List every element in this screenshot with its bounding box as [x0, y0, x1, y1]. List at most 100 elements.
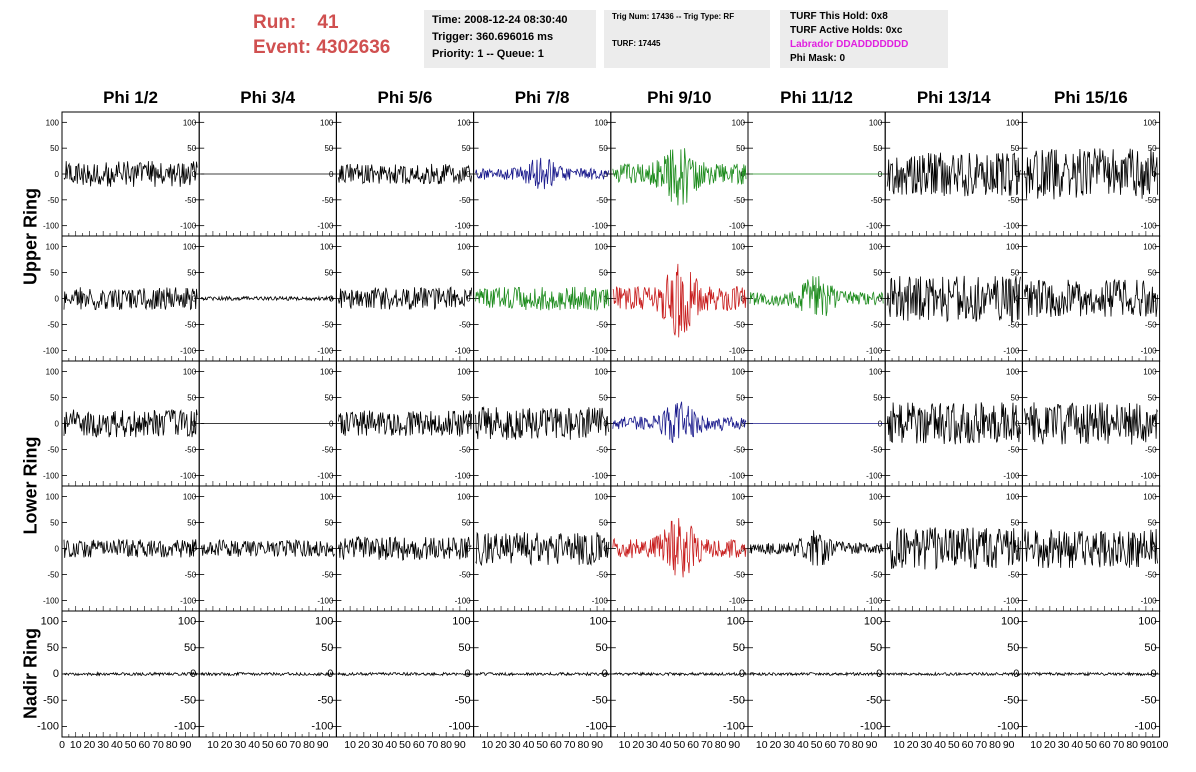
x-tick-label: 60: [1099, 739, 1111, 751]
y-tick-label: 50: [1144, 642, 1156, 654]
y-tick-label: -100: [317, 347, 334, 356]
y-tick-label: -100: [586, 721, 608, 733]
y-tick-label: 100: [732, 118, 746, 127]
y-tick-label: 0: [192, 420, 197, 429]
y-tick-label: 100: [869, 492, 883, 501]
waveform-trace: [63, 287, 198, 311]
y-tick-label: 50: [873, 393, 882, 402]
column-header-7: Phi 13/14: [916, 88, 991, 107]
y-tick-label: 50: [187, 393, 196, 402]
panel-r3-c1: 100 100 50 50 0 0 -50 -50 -100 -100: [43, 360, 200, 487]
y-tick-label: 50: [1010, 393, 1019, 402]
y-tick-label: 50: [1010, 518, 1019, 527]
y-tick-label: -50: [47, 571, 59, 580]
run-value: 41: [317, 12, 339, 33]
y-tick-label: -100: [449, 721, 471, 733]
y-tick-label: 50: [462, 268, 471, 277]
panel-r4-c3: 100 50 0 -50 -100: [335, 485, 475, 612]
y-tick-label: -50: [322, 321, 334, 330]
y-tick-label: 0: [329, 420, 334, 429]
phi-mask-text: Phi Mask: 0: [790, 53, 846, 64]
x-tick-label: 40: [1071, 739, 1083, 751]
y-tick-label: -100: [997, 721, 1019, 733]
x-tick-label: 90: [866, 739, 878, 751]
waveform-trace: [612, 518, 747, 578]
y-tick-label: 100: [1001, 616, 1019, 628]
y-tick-label: 100: [864, 616, 882, 628]
x-tick-label: 80: [1126, 739, 1138, 751]
y-tick-label: -50: [317, 694, 333, 706]
x-tick-label: 50: [262, 739, 274, 751]
y-tick-label: -50: [596, 571, 608, 580]
waveform-trace: [1024, 671, 1158, 677]
y-tick-label: 100: [1006, 367, 1020, 376]
y-tick-label: 100: [457, 242, 471, 251]
y-tick-label: 0: [1152, 420, 1157, 429]
y-tick-label: -100: [455, 222, 472, 231]
x-tick-label: 70: [838, 739, 850, 751]
y-tick-label: -100: [43, 472, 60, 481]
column-header-6: Phi 11/12: [780, 88, 853, 107]
y-tick-label: -100: [729, 472, 746, 481]
y-tick-label: -100: [592, 222, 609, 231]
y-tick-label: 50: [462, 393, 471, 402]
y-tick-label: 100: [1143, 367, 1157, 376]
y-tick-label: -50: [1008, 321, 1020, 330]
y-tick-label: 50: [873, 144, 882, 153]
panel-r2-c6: 100 50 0 -50 -100: [747, 235, 886, 362]
y-tick-label: 100: [41, 616, 59, 628]
y-tick-label: 50: [324, 518, 333, 527]
y-tick-label: -50: [1145, 196, 1157, 205]
x-tick-label: 40: [523, 739, 535, 751]
y-tick-label: 50: [599, 393, 608, 402]
y-tick-label: 100: [320, 118, 334, 127]
y-tick-label: 50: [50, 393, 59, 402]
x-tick-label: 50: [674, 739, 686, 751]
x-tick-label: 80: [578, 739, 590, 751]
waveform-trace: [1024, 148, 1158, 200]
waveform-trace: [338, 535, 472, 561]
y-tick-label: 50: [187, 268, 196, 277]
x-tick-label: 40: [248, 739, 260, 751]
y-tick-label: -50: [459, 571, 471, 580]
trig-num-text: Trig Num: 17436 -- Trig Type: RF: [612, 12, 735, 21]
y-tick-label: 0: [1013, 668, 1019, 680]
y-tick-label: 100: [1143, 118, 1157, 127]
y-tick-label: -50: [871, 446, 883, 455]
y-tick-label: -50: [733, 196, 745, 205]
waveform-trace: [749, 530, 884, 566]
y-tick-label: 100: [183, 242, 197, 251]
y-tick-label: 50: [596, 642, 608, 654]
y-tick-label: -100: [729, 347, 746, 356]
y-tick-label: 100: [452, 616, 470, 628]
y-tick-label: -100: [866, 597, 883, 606]
y-tick-label: 50: [736, 144, 745, 153]
column-header-3: Phi 5/6: [377, 88, 433, 107]
y-tick-label: 0: [603, 420, 608, 429]
column-header-5: Phi 9/10: [647, 88, 712, 107]
panel-r3-c2: 100 50 0 -50 -100: [198, 360, 337, 487]
y-tick-label: 0: [878, 295, 883, 304]
panel-r3-c6: 100 50 0 -50 -100: [747, 360, 886, 487]
run-event-info: Run: 41 Event: 4302636: [253, 10, 390, 60]
y-tick-label: -50: [733, 446, 745, 455]
x-tick-label: 40: [797, 739, 809, 751]
panel-r2-c3: 100 50 0 -50 -100: [335, 235, 475, 362]
time-text: Time: 2008-12-24 08:30:40: [432, 14, 568, 26]
x-tick-label: 70: [975, 739, 987, 751]
y-tick-label: -50: [871, 321, 883, 330]
y-tick-label: 100: [732, 492, 746, 501]
turf-active-text: TURF Active Holds: 0xc: [790, 25, 903, 36]
y-tick-label: 50: [1010, 144, 1019, 153]
y-tick-label: 100: [183, 367, 197, 376]
x-tick-label: 50: [948, 739, 960, 751]
y-tick-label: -100: [455, 597, 472, 606]
x-tick-label: 80: [852, 739, 864, 751]
y-tick-label: -100: [43, 222, 60, 231]
y-tick-label: 100: [178, 616, 196, 628]
